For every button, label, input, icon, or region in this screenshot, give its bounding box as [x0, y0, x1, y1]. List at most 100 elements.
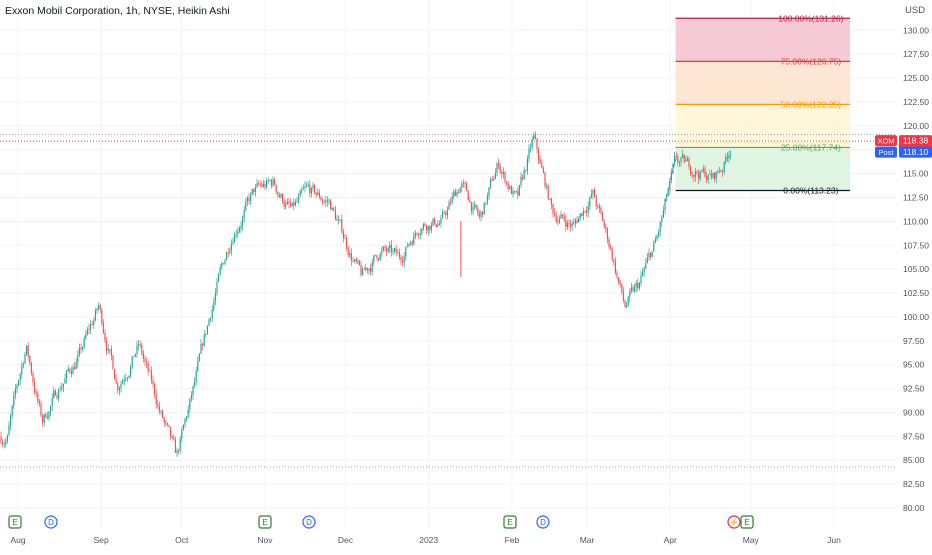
- candle-body: [269, 180, 271, 181]
- candle-body: [534, 135, 536, 139]
- candle-body: [96, 308, 98, 311]
- candle-body: [674, 155, 676, 164]
- dividend-marker[interactable]: [44, 515, 58, 529]
- candle-body: [430, 225, 432, 230]
- x-tick-label: May: [743, 535, 760, 545]
- split-marker: [727, 515, 741, 529]
- dividend-marker-label: D: [540, 518, 546, 527]
- candle-body: [622, 292, 624, 301]
- candle-body: [118, 388, 120, 391]
- candle-body: [77, 354, 79, 363]
- candle-body: [386, 248, 388, 252]
- candle-body: [403, 256, 405, 263]
- candle-body: [67, 368, 69, 371]
- candle-body: [501, 172, 503, 174]
- candle-body: [424, 224, 426, 226]
- candle-body: [474, 204, 476, 207]
- candle-body: [155, 394, 157, 405]
- candle-body: [184, 418, 186, 425]
- candle-body: [579, 213, 581, 219]
- candle-body: [45, 414, 47, 418]
- post-price-badge: [899, 146, 932, 158]
- candle-body: [104, 332, 106, 341]
- candle-body: [227, 252, 229, 254]
- candle-body: [218, 273, 220, 282]
- earnings-marker[interactable]: [503, 515, 517, 529]
- candle-body: [187, 409, 189, 418]
- candle-body: [3, 444, 5, 446]
- candle-body: [352, 260, 354, 262]
- candle-body: [670, 172, 672, 181]
- candle-body: [37, 393, 39, 402]
- candle-body: [115, 379, 117, 383]
- candle-body: [251, 188, 253, 195]
- candle-body: [693, 174, 695, 177]
- earnings-marker[interactable]: [8, 515, 22, 529]
- candle-body: [669, 180, 671, 191]
- candle-body: [456, 191, 458, 196]
- candle-body: [389, 244, 391, 249]
- candle-body: [83, 338, 85, 348]
- candle-body: [499, 166, 501, 173]
- candle-body: [443, 212, 445, 214]
- candle-body: [138, 344, 140, 346]
- candle-body: [530, 146, 532, 149]
- candle-body: [163, 417, 165, 422]
- candle-body: [728, 155, 730, 159]
- candle-body: [421, 228, 423, 234]
- earnings-marker[interactable]: [258, 515, 272, 529]
- candle-body: [197, 360, 199, 372]
- candle-body: [382, 246, 384, 251]
- candle-body: [293, 202, 295, 206]
- candle-body: [27, 345, 29, 356]
- candle-body: [5, 441, 7, 445]
- candle-body: [152, 380, 154, 384]
- candle-body: [360, 264, 362, 276]
- symbol-badge-label: XOM: [877, 137, 894, 146]
- candle-body: [690, 167, 692, 174]
- candle-body: [54, 390, 56, 396]
- candle-body: [134, 353, 136, 357]
- candle-body: [85, 334, 87, 339]
- candle-body: [240, 225, 242, 229]
- candle-body: [574, 220, 576, 223]
- candle-body: [286, 201, 288, 205]
- candle-body: [678, 162, 680, 163]
- candle-body: [371, 262, 373, 272]
- candle-body: [221, 263, 223, 268]
- candle-body: [640, 275, 642, 284]
- candle-body: [566, 222, 568, 227]
- candle-body: [509, 186, 511, 189]
- candle-body: [114, 369, 116, 380]
- candle-body: [682, 154, 684, 158]
- candle-body: [458, 191, 460, 193]
- candle-body: [333, 207, 335, 210]
- y-tick-label: 105.00: [903, 264, 929, 274]
- candle-body: [357, 260, 359, 262]
- candle-body: [558, 218, 560, 223]
- candle-body: [637, 282, 639, 289]
- candle-body: [69, 368, 71, 371]
- fib-label: 75.00%(126.75): [781, 56, 842, 66]
- candle-body: [19, 373, 21, 381]
- candle-body: [206, 325, 208, 334]
- candle-body: [261, 184, 263, 187]
- dividend-marker[interactable]: [302, 515, 316, 529]
- candle-body: [334, 209, 336, 220]
- candle-body: [477, 208, 479, 214]
- candle-body: [642, 271, 644, 276]
- candle-body: [632, 287, 634, 292]
- candle-body: [315, 192, 317, 195]
- candle-body: [568, 222, 570, 224]
- candle-body: [621, 283, 623, 293]
- candle-body: [72, 367, 74, 374]
- candle-body: [203, 334, 205, 346]
- candle-body: [381, 250, 383, 254]
- candle-body: [533, 135, 535, 140]
- earnings-marker[interactable]: [740, 515, 754, 529]
- candle-body: [418, 233, 420, 236]
- candle-body: [696, 171, 698, 174]
- dividend-marker[interactable]: [536, 515, 550, 529]
- candle-body: [584, 210, 586, 212]
